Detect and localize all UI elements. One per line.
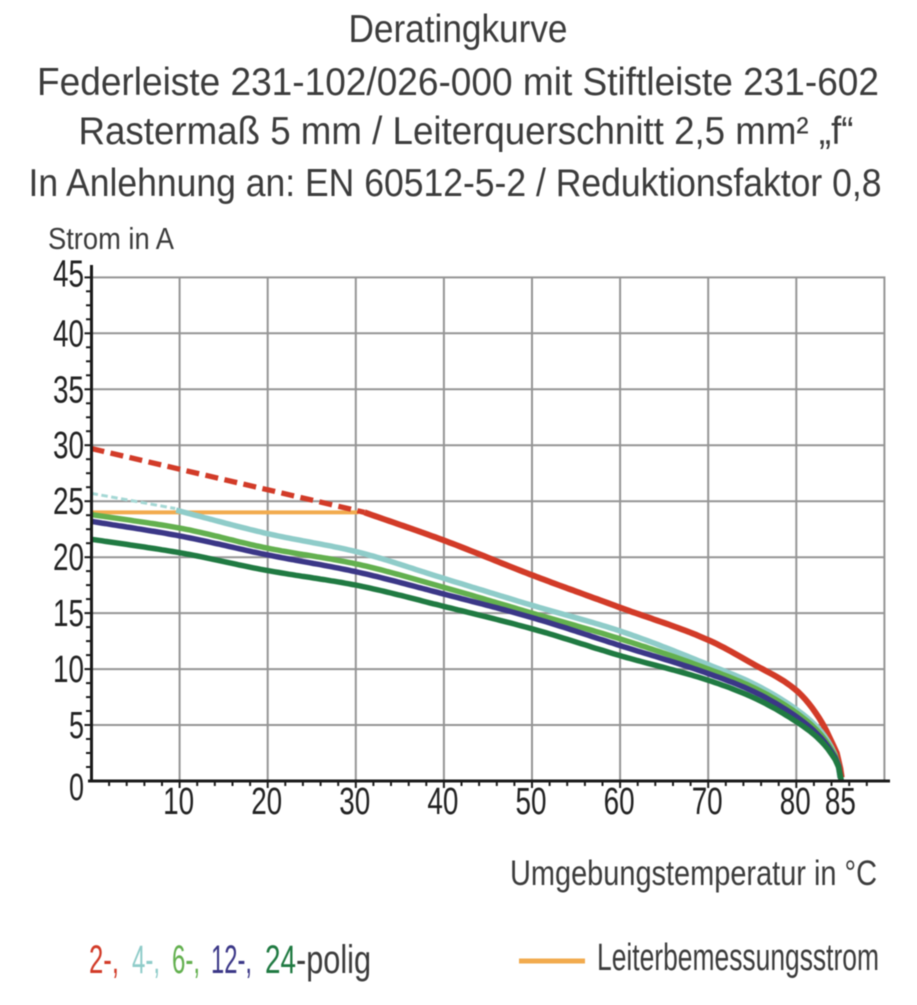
svg-text:20: 20	[53, 537, 84, 579]
svg-text:24: 24	[265, 938, 296, 982]
svg-text:12-,: 12-,	[211, 938, 252, 982]
svg-text:Federleiste 231-102/026-000 mi: Federleiste 231-102/026-000 mit Stiftlei…	[37, 61, 879, 104]
svg-text:6-,: 6-,	[172, 938, 200, 982]
svg-text:4-,: 4-,	[132, 938, 160, 982]
svg-text:70: 70	[692, 781, 723, 823]
svg-text:15: 15	[53, 593, 84, 635]
svg-text:50: 50	[516, 781, 547, 823]
svg-text:5: 5	[69, 705, 84, 747]
svg-text:Rastermaß 5 mm / Leiterquersch: Rastermaß 5 mm / Leiterquerschnitt 2,5 m…	[79, 110, 854, 153]
svg-text:10: 10	[163, 781, 194, 823]
svg-text:45: 45	[53, 253, 84, 295]
svg-text:35: 35	[53, 369, 84, 411]
svg-text:40: 40	[427, 781, 458, 823]
svg-text:Deratingkurve: Deratingkurve	[349, 8, 568, 51]
svg-text:80: 80	[780, 781, 811, 823]
svg-text:30: 30	[339, 781, 370, 823]
svg-text:Umgebungstemperatur in °C: Umgebungstemperatur in °C	[510, 854, 877, 893]
svg-text:85: 85	[825, 781, 856, 823]
svg-text:30: 30	[53, 425, 84, 467]
svg-text:60: 60	[604, 781, 635, 823]
svg-text:2-,: 2-,	[89, 938, 119, 982]
svg-text:Leiterbemessungsstrom: Leiterbemessungsstrom	[597, 937, 879, 979]
svg-text:40: 40	[53, 313, 84, 355]
svg-text:Strom in A: Strom in A	[48, 221, 174, 256]
svg-text:In Anlehnung an: EN 60512-5-2: In Anlehnung an: EN 60512-5-2 / Reduktio…	[29, 162, 882, 205]
svg-text:25: 25	[53, 481, 84, 523]
svg-text:-polig: -polig	[296, 938, 371, 982]
svg-text:20: 20	[251, 781, 282, 823]
svg-text:10: 10	[53, 649, 84, 691]
svg-text:0: 0	[69, 767, 84, 809]
